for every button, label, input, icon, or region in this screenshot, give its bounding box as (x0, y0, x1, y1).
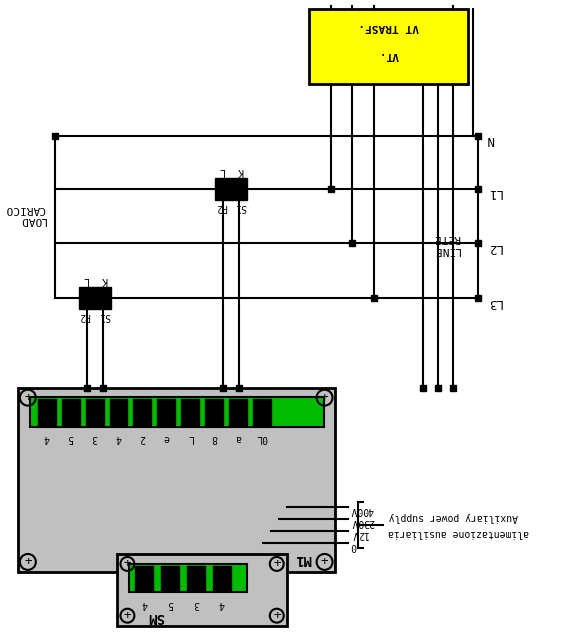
Bar (62, 399, 80, 424)
Bar (133, 399, 151, 424)
Text: K: K (102, 275, 107, 285)
Text: LOAD
CARICO: LOAD CARICO (5, 204, 45, 225)
Text: alimentazione ausiliaria: alimentazione ausiliaria (389, 528, 529, 538)
Bar (118, 554, 287, 626)
Bar (38, 399, 56, 424)
Text: Auxiliary power supply: Auxiliary power supply (389, 512, 517, 522)
Bar (253, 399, 271, 424)
Text: VT.: VT. (378, 50, 398, 60)
Text: 3: 3 (193, 599, 199, 609)
Text: N: N (487, 134, 494, 146)
Text: +: + (124, 609, 131, 622)
Text: 0: 0 (350, 541, 356, 551)
Bar (110, 399, 127, 424)
Text: 0L: 0L (256, 433, 268, 444)
Text: P2: P2 (79, 311, 90, 321)
Text: 4: 4 (219, 599, 225, 609)
Bar (161, 566, 179, 590)
Text: a: a (235, 433, 241, 444)
Text: 5: 5 (68, 433, 74, 444)
Bar (95, 287, 111, 309)
Text: L3: L3 (487, 295, 502, 309)
Bar (18, 388, 335, 572)
Text: 400V: 400V (350, 505, 374, 515)
Text: +: + (321, 391, 328, 404)
Text: +: + (24, 391, 32, 404)
Text: +: + (24, 555, 32, 568)
Text: S1: S1 (235, 202, 247, 211)
Text: 5: 5 (168, 599, 173, 609)
Text: +: + (321, 555, 328, 568)
Text: +: + (273, 557, 281, 571)
Bar (135, 566, 153, 590)
Text: S1: S1 (99, 311, 110, 321)
Text: L: L (218, 166, 224, 176)
Text: L: L (187, 433, 193, 444)
Text: e: e (164, 433, 169, 444)
Text: 8: 8 (211, 433, 217, 444)
Text: 230V: 230V (350, 517, 374, 527)
Text: +: + (124, 557, 131, 571)
Text: 2: 2 (139, 433, 145, 444)
Bar (215, 178, 231, 200)
Text: 4: 4 (141, 599, 147, 609)
Bar (187, 566, 205, 590)
Bar (181, 399, 199, 424)
Bar (130, 564, 247, 592)
Bar (308, 10, 468, 84)
Text: SM: SM (147, 610, 164, 623)
Text: M1: M1 (295, 552, 312, 566)
Bar (157, 399, 175, 424)
Text: K: K (238, 166, 244, 176)
Bar (30, 397, 324, 426)
Text: 4: 4 (44, 433, 50, 444)
Bar (78, 287, 95, 309)
Text: 3: 3 (91, 433, 98, 444)
Bar (213, 566, 231, 590)
Text: 4: 4 (115, 433, 122, 444)
Text: VT TRASF.: VT TRASF. (358, 22, 419, 32)
Text: LINE
RETE: LINE RETE (433, 234, 460, 255)
Text: 12V: 12V (350, 529, 368, 539)
Text: L: L (82, 275, 87, 285)
Text: +: + (273, 609, 281, 622)
Bar (229, 399, 247, 424)
Bar (231, 178, 247, 200)
Text: L1: L1 (487, 186, 502, 199)
Text: L2: L2 (487, 241, 502, 254)
Bar (205, 399, 223, 424)
Text: P2: P2 (215, 202, 227, 211)
Bar (86, 399, 103, 424)
